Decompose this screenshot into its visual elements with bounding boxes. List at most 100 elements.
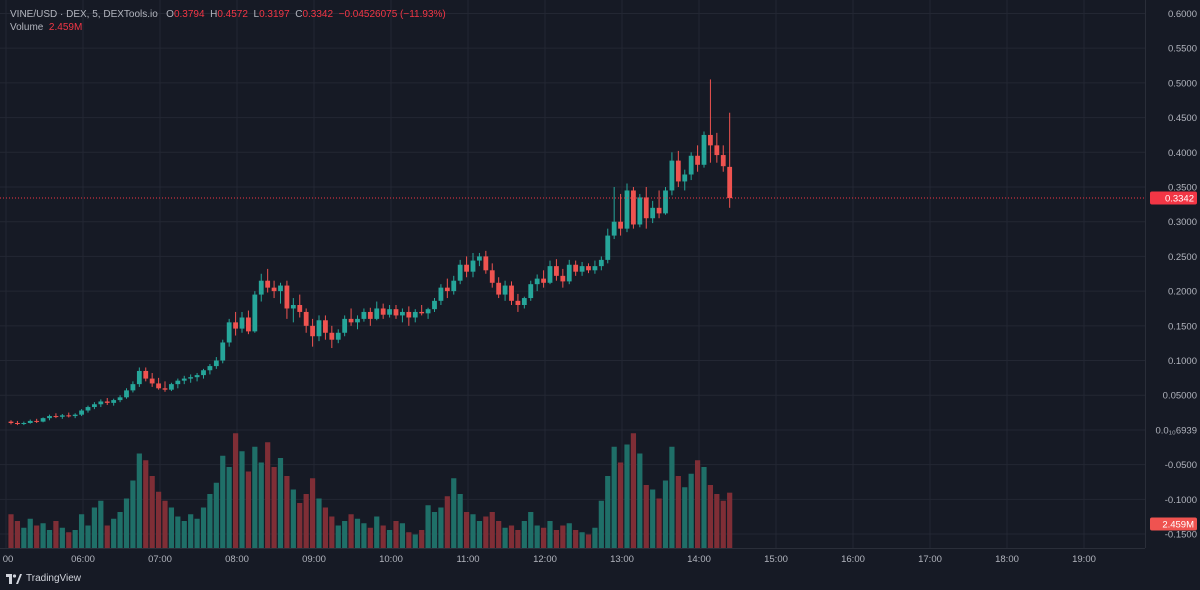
candle-body	[8, 421, 14, 423]
volume-bar	[245, 471, 252, 548]
volume-bar	[451, 478, 457, 548]
volume-bar	[624, 444, 630, 548]
volume-bar	[707, 485, 714, 548]
candle-body	[278, 285, 283, 292]
volume-bar	[694, 460, 701, 548]
chart-plot-area[interactable]: VINE/USD · DEX, 5, DEXTools.io O0.3794 H…	[0, 0, 1145, 548]
time-tick-label: 17:00	[918, 554, 942, 565]
volume-bar	[566, 523, 572, 548]
candle-body	[631, 190, 636, 225]
volume-bar	[496, 521, 502, 548]
candle-body	[117, 397, 123, 401]
candle-body	[361, 311, 367, 319]
candle-body	[207, 366, 213, 371]
change-value: −0.04526075 (−11.93%)	[338, 9, 446, 20]
candle-body	[136, 370, 142, 385]
candle-body	[72, 414, 78, 417]
volume-badge-label: 2.459M	[1162, 520, 1194, 531]
volume-bar	[188, 514, 194, 548]
volume-bar	[59, 527, 65, 548]
candle-body	[682, 174, 688, 182]
low-label: L	[253, 9, 260, 20]
volume-bar	[72, 530, 78, 548]
candle-body	[194, 375, 200, 378]
volume-bar	[34, 525, 40, 548]
volume-bar	[688, 473, 694, 548]
volume-bar	[27, 518, 33, 548]
close-value: 0.3342	[302, 9, 334, 20]
volume-bar	[130, 480, 136, 548]
volume-bar	[412, 534, 418, 548]
price-tick-label: 0.5000	[1168, 78, 1197, 89]
candle-body	[515, 300, 521, 305]
time-tick-label: 11:00	[456, 554, 479, 565]
volume-bar	[585, 534, 592, 548]
volume-bar	[515, 530, 521, 548]
candle-body	[303, 311, 309, 326]
volume-bar	[104, 525, 110, 548]
candle-body	[239, 317, 245, 329]
volume-bar	[605, 476, 611, 548]
volume-bar	[309, 478, 316, 548]
volume-bar	[213, 482, 219, 548]
time-axis[interactable]: 00 06:00 07:00 08:00 09:00 10:00 11:00 12:00 13:…	[0, 548, 1145, 569]
volume-bar	[53, 521, 59, 548]
volume-bar	[399, 523, 406, 548]
volume-bar	[136, 453, 142, 548]
candle-body	[181, 378, 187, 381]
volume-bar	[489, 512, 495, 548]
price-tick-label: 0.4500	[1168, 113, 1197, 124]
candle-body	[605, 235, 611, 260]
volume-bar	[354, 518, 361, 548]
price-tick-label: 0.2000	[1168, 287, 1197, 298]
price-axis[interactable]: 0.6000 0.5500 0.5000 0.4500 0.4000 0.3500 0.30…	[1145, 0, 1200, 548]
candle-body	[643, 197, 649, 219]
volume-bar	[425, 505, 431, 548]
volume-bars	[8, 433, 733, 548]
volume-bar	[374, 516, 380, 548]
candle-body	[496, 282, 502, 295]
volume-bar	[271, 467, 277, 548]
volume-bar	[78, 514, 85, 548]
candle-body	[470, 260, 476, 272]
candle-body	[534, 278, 540, 285]
volume-bar	[265, 442, 271, 548]
candle-body	[528, 284, 534, 299]
volume-bar	[181, 521, 187, 548]
candlestick-chart[interactable]	[0, 0, 1145, 548]
tradingview-icon	[6, 573, 22, 584]
candle-body	[464, 264, 469, 272]
volume-bar	[637, 453, 643, 548]
time-tick-label: 18:00	[995, 554, 1019, 565]
volume-bar	[553, 530, 560, 548]
price-tick-label: 0.4000	[1168, 148, 1197, 159]
tradingview-logo[interactable]: TradingView	[6, 573, 81, 584]
candle-body	[509, 285, 514, 301]
time-tick-label: 14:00	[687, 554, 711, 565]
candle-body	[701, 134, 707, 165]
candle-body	[618, 221, 623, 229]
volume-bar	[85, 525, 91, 548]
volume-bar	[502, 527, 508, 548]
price-tick-label: 0.3500	[1168, 183, 1197, 194]
volume-bar	[200, 507, 207, 548]
candle-body	[169, 384, 174, 390]
candle-body	[547, 266, 553, 283]
volume-bar	[98, 500, 104, 548]
volume-bar	[592, 527, 598, 548]
candle-body	[592, 266, 598, 271]
candle-body	[675, 160, 681, 182]
volume-bar	[348, 514, 354, 548]
grid-lines	[0, 0, 1145, 548]
volume-bar	[143, 460, 149, 548]
volume-bar	[483, 516, 489, 548]
volume-bar	[361, 523, 367, 548]
volume-bar	[316, 498, 322, 548]
candle-body	[438, 287, 444, 301]
candle-body	[444, 287, 450, 292]
volume-bar	[560, 525, 566, 548]
volume-bar	[117, 512, 123, 548]
candle-body	[162, 388, 168, 390]
candle-body	[669, 160, 675, 191]
candle-body	[374, 308, 380, 319]
